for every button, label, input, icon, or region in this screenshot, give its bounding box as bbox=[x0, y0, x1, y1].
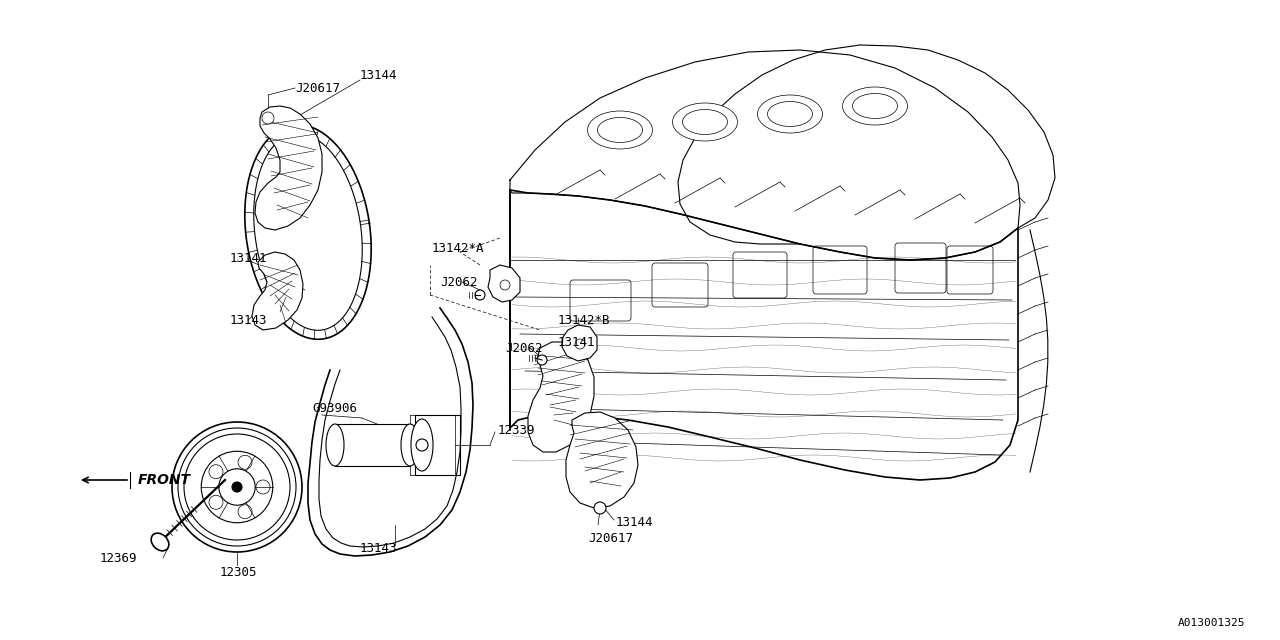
Polygon shape bbox=[488, 265, 520, 302]
Circle shape bbox=[209, 465, 223, 479]
Ellipse shape bbox=[588, 111, 653, 149]
Text: A013001325: A013001325 bbox=[1178, 618, 1245, 628]
Circle shape bbox=[416, 439, 428, 451]
Text: 13143: 13143 bbox=[230, 314, 268, 326]
Polygon shape bbox=[566, 412, 637, 508]
Ellipse shape bbox=[326, 424, 344, 466]
Circle shape bbox=[575, 339, 585, 349]
Ellipse shape bbox=[672, 103, 737, 141]
Text: 13142*A: 13142*A bbox=[433, 241, 485, 255]
Text: J2062: J2062 bbox=[440, 275, 477, 289]
Ellipse shape bbox=[758, 95, 823, 133]
Polygon shape bbox=[529, 342, 594, 452]
Text: 13144: 13144 bbox=[360, 68, 398, 81]
Ellipse shape bbox=[842, 87, 908, 125]
Ellipse shape bbox=[401, 424, 419, 466]
Polygon shape bbox=[255, 106, 323, 230]
Text: J20617: J20617 bbox=[588, 531, 634, 545]
Circle shape bbox=[178, 428, 296, 546]
Ellipse shape bbox=[411, 419, 433, 471]
Text: J20617: J20617 bbox=[294, 81, 340, 95]
Polygon shape bbox=[335, 424, 410, 466]
Text: G93906: G93906 bbox=[312, 401, 357, 415]
Circle shape bbox=[219, 469, 255, 505]
Text: 12305: 12305 bbox=[220, 566, 257, 579]
Ellipse shape bbox=[852, 93, 897, 118]
Circle shape bbox=[538, 355, 547, 365]
Polygon shape bbox=[562, 325, 596, 361]
Circle shape bbox=[594, 502, 605, 514]
Ellipse shape bbox=[768, 102, 813, 127]
Text: 13143: 13143 bbox=[360, 541, 398, 554]
Circle shape bbox=[238, 455, 252, 469]
Circle shape bbox=[475, 290, 485, 300]
Ellipse shape bbox=[598, 118, 643, 143]
Circle shape bbox=[201, 451, 273, 523]
Ellipse shape bbox=[151, 533, 169, 551]
Circle shape bbox=[209, 495, 223, 509]
Circle shape bbox=[262, 112, 274, 124]
Circle shape bbox=[184, 434, 291, 540]
Ellipse shape bbox=[682, 109, 727, 134]
Circle shape bbox=[256, 480, 270, 494]
Polygon shape bbox=[252, 252, 303, 330]
Text: 13141: 13141 bbox=[558, 335, 595, 349]
Text: 13141: 13141 bbox=[230, 252, 268, 264]
Circle shape bbox=[172, 422, 302, 552]
Text: J2062: J2062 bbox=[506, 342, 543, 355]
Text: 12339: 12339 bbox=[498, 424, 535, 436]
Text: FRONT: FRONT bbox=[138, 473, 191, 487]
Text: 13144: 13144 bbox=[616, 515, 654, 529]
Circle shape bbox=[500, 280, 509, 290]
Text: 13142*B: 13142*B bbox=[558, 314, 611, 326]
Text: 12369: 12369 bbox=[100, 552, 137, 564]
Circle shape bbox=[232, 482, 242, 492]
Circle shape bbox=[238, 505, 252, 519]
